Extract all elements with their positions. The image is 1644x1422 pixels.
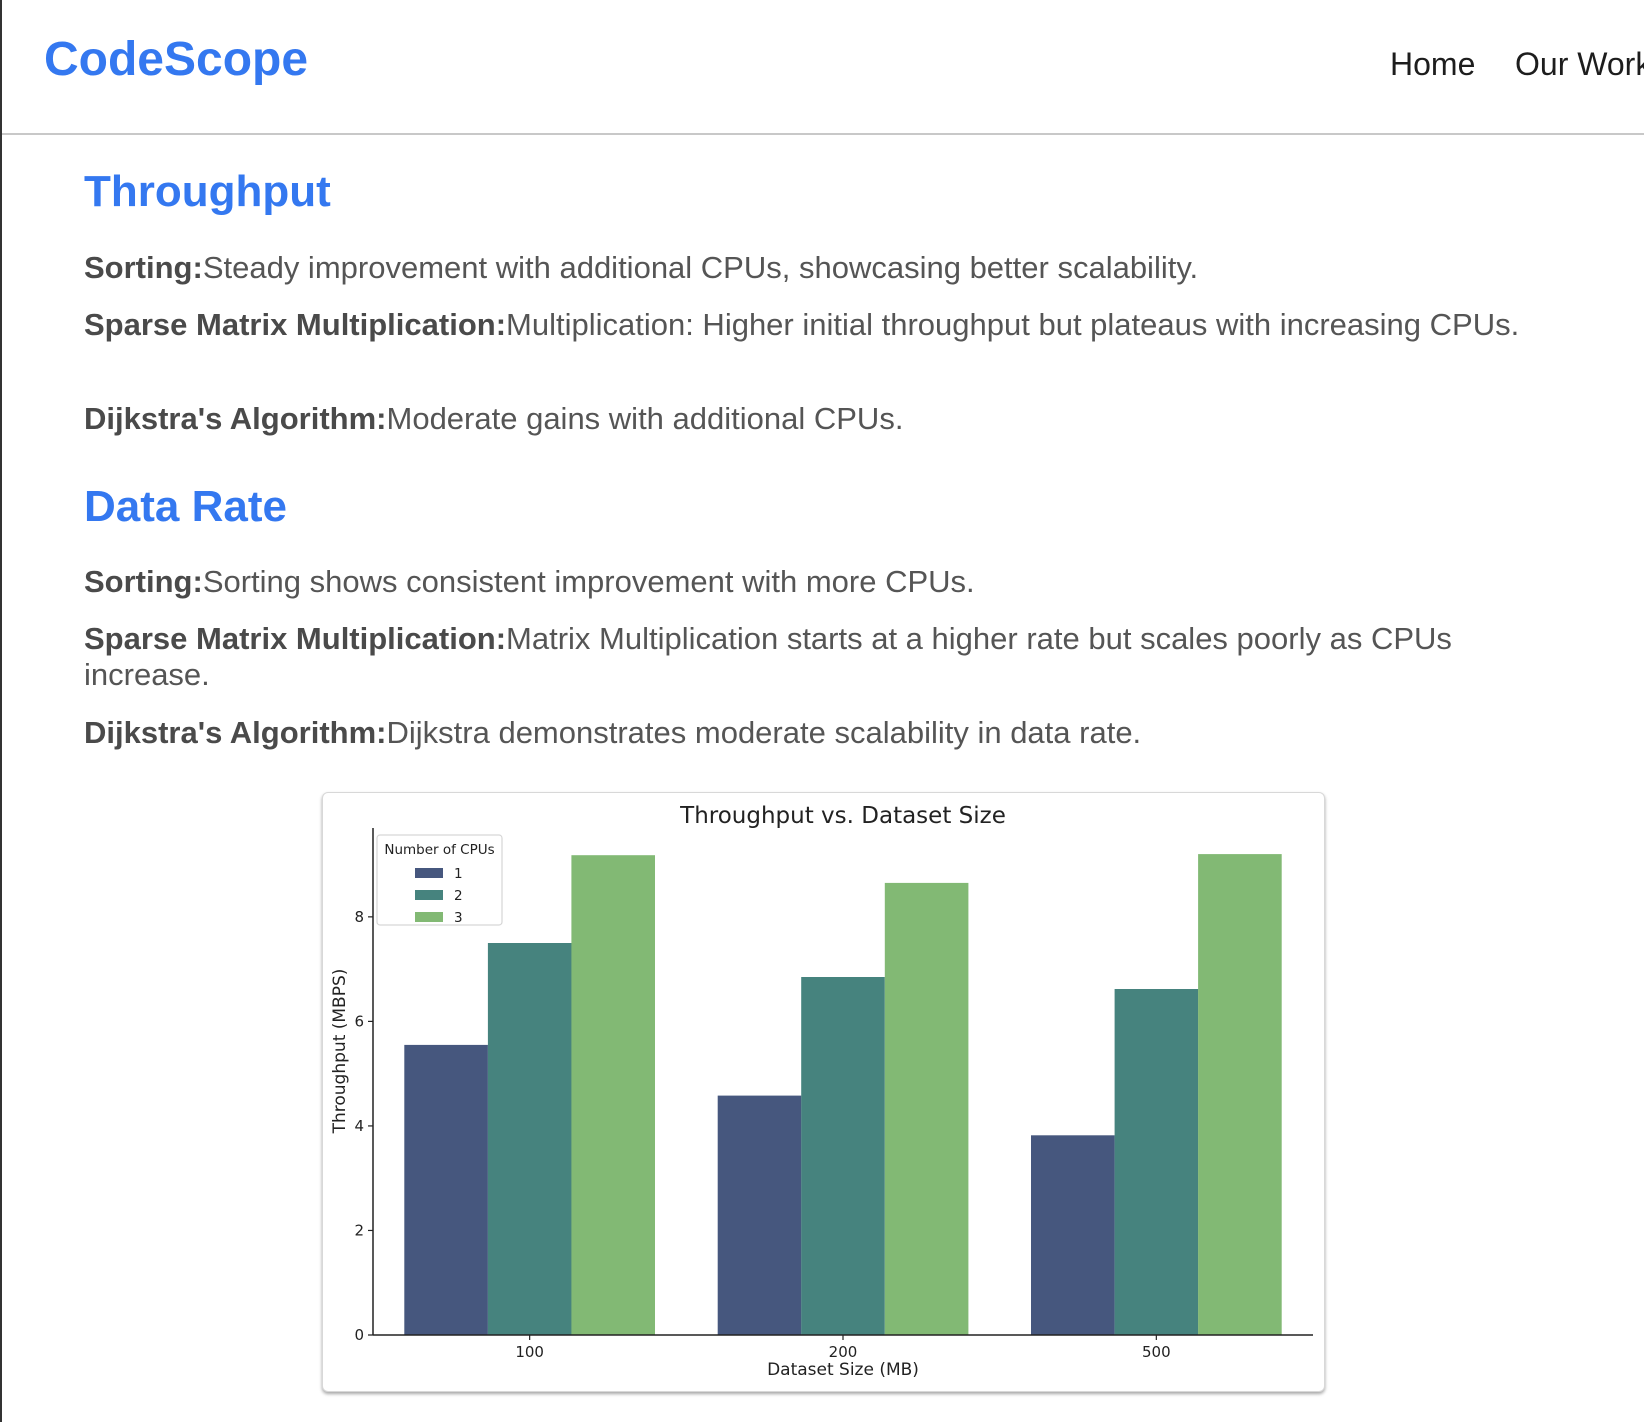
throughput-sparse-matrix-paragraph: Sparse Matrix Multiplication:Multiplicat… <box>84 307 1534 343</box>
bar-500-cpu-3 <box>1198 854 1282 1335</box>
legend-swatch-cpu-1 <box>415 868 443 878</box>
item-text: Sorting shows consistent improvement wit… <box>202 564 975 599</box>
x-tick-label: 200 <box>829 1343 858 1361</box>
x-tick-label: 100 <box>515 1343 544 1361</box>
navbar: CodeScope Home Our Work <box>2 0 1644 135</box>
chart-y-axis-label: Throughput (MBPS) <box>330 969 350 1135</box>
throughput-chart: Throughput vs. Dataset Size Dataset Size… <box>330 803 1313 1380</box>
bar-100-cpu-2 <box>487 943 572 1335</box>
legend-swatch-cpu-3 <box>415 912 443 922</box>
bar-200-cpu-3 <box>884 882 969 1335</box>
bars-layer <box>404 854 1282 1335</box>
bar-200-cpu-2 <box>801 977 885 1335</box>
data-rate-dijkstra-paragraph: Dijkstra's Algorithm:Dijkstra demonstrat… <box>84 715 1534 751</box>
item-label: Sorting: <box>84 250 203 285</box>
item-text: Matrix Multiplication starts at a higher… <box>84 621 1452 692</box>
item-text: Dijkstra demonstrates moderate scalabili… <box>386 715 1142 750</box>
chart-title: Throughput vs. Dataset Size <box>679 803 1006 829</box>
legend-swatch-cpu-2 <box>415 890 443 900</box>
throughput-sorting-paragraph: Sorting:Steady improvement with addition… <box>84 250 1534 286</box>
legend-label-cpu-1: 1 <box>454 866 463 882</box>
x-tick-label: 500 <box>1142 1343 1171 1361</box>
data-rate-sparse-matrix-paragraph: Sparse Matrix Multiplication:Matrix Mult… <box>84 621 1534 693</box>
section-title-throughput: Throughput <box>84 167 331 216</box>
brand-logo[interactable]: CodeScope <box>44 33 309 86</box>
bar-100-cpu-3 <box>571 855 655 1335</box>
chart-card: Throughput vs. Dataset Size Dataset Size… <box>322 792 1325 1392</box>
item-label: Sparse Matrix Multiplication: <box>84 307 507 342</box>
item-label: Sorting: <box>84 564 203 599</box>
legend-label-cpu-3: 3 <box>454 910 463 926</box>
nav-link-home[interactable]: Home <box>1390 46 1476 82</box>
nav-link-our-work[interactable]: Our Work <box>1515 46 1644 82</box>
chart-legend: Number of CPUs 1 2 3 <box>376 834 503 926</box>
item-label: Dijkstra's Algorithm: <box>84 715 387 750</box>
y-tick-label: 8 <box>354 908 364 926</box>
item-text: Moderate gains with additional CPUs. <box>386 401 904 436</box>
legend-box <box>376 834 503 926</box>
legend-label-cpu-2: 2 <box>454 888 463 904</box>
y-tick-label: 4 <box>354 1117 364 1135</box>
y-tick-label: 2 <box>354 1221 364 1239</box>
bar-100-cpu-1 <box>404 1044 488 1335</box>
axes-layer: 0 2 4 6 8 100 200 500 <box>354 828 1313 1361</box>
data-rate-sorting-paragraph: Sorting:Sorting shows consistent improve… <box>84 564 1534 600</box>
bar-200-cpu-1 <box>717 1095 802 1335</box>
item-label: Dijkstra's Algorithm: <box>84 401 387 436</box>
y-tick-label: 6 <box>354 1012 364 1030</box>
item-text: Multiplication: Higher initial throughpu… <box>506 307 1520 342</box>
bar-500-cpu-1 <box>1031 1135 1115 1335</box>
item-label: Sparse Matrix Multiplication: <box>84 621 507 656</box>
item-text: Steady improvement with additional CPUs,… <box>202 250 1199 285</box>
section-title-data-rate: Data Rate <box>84 482 287 531</box>
chart-x-axis-label: Dataset Size (MB) <box>767 1360 919 1380</box>
throughput-dijkstra-paragraph: Dijkstra's Algorithm:Moderate gains with… <box>84 401 1534 437</box>
y-tick-label: 0 <box>354 1326 364 1344</box>
bar-500-cpu-2 <box>1114 989 1199 1335</box>
legend-title: Number of CPUs <box>384 842 494 858</box>
